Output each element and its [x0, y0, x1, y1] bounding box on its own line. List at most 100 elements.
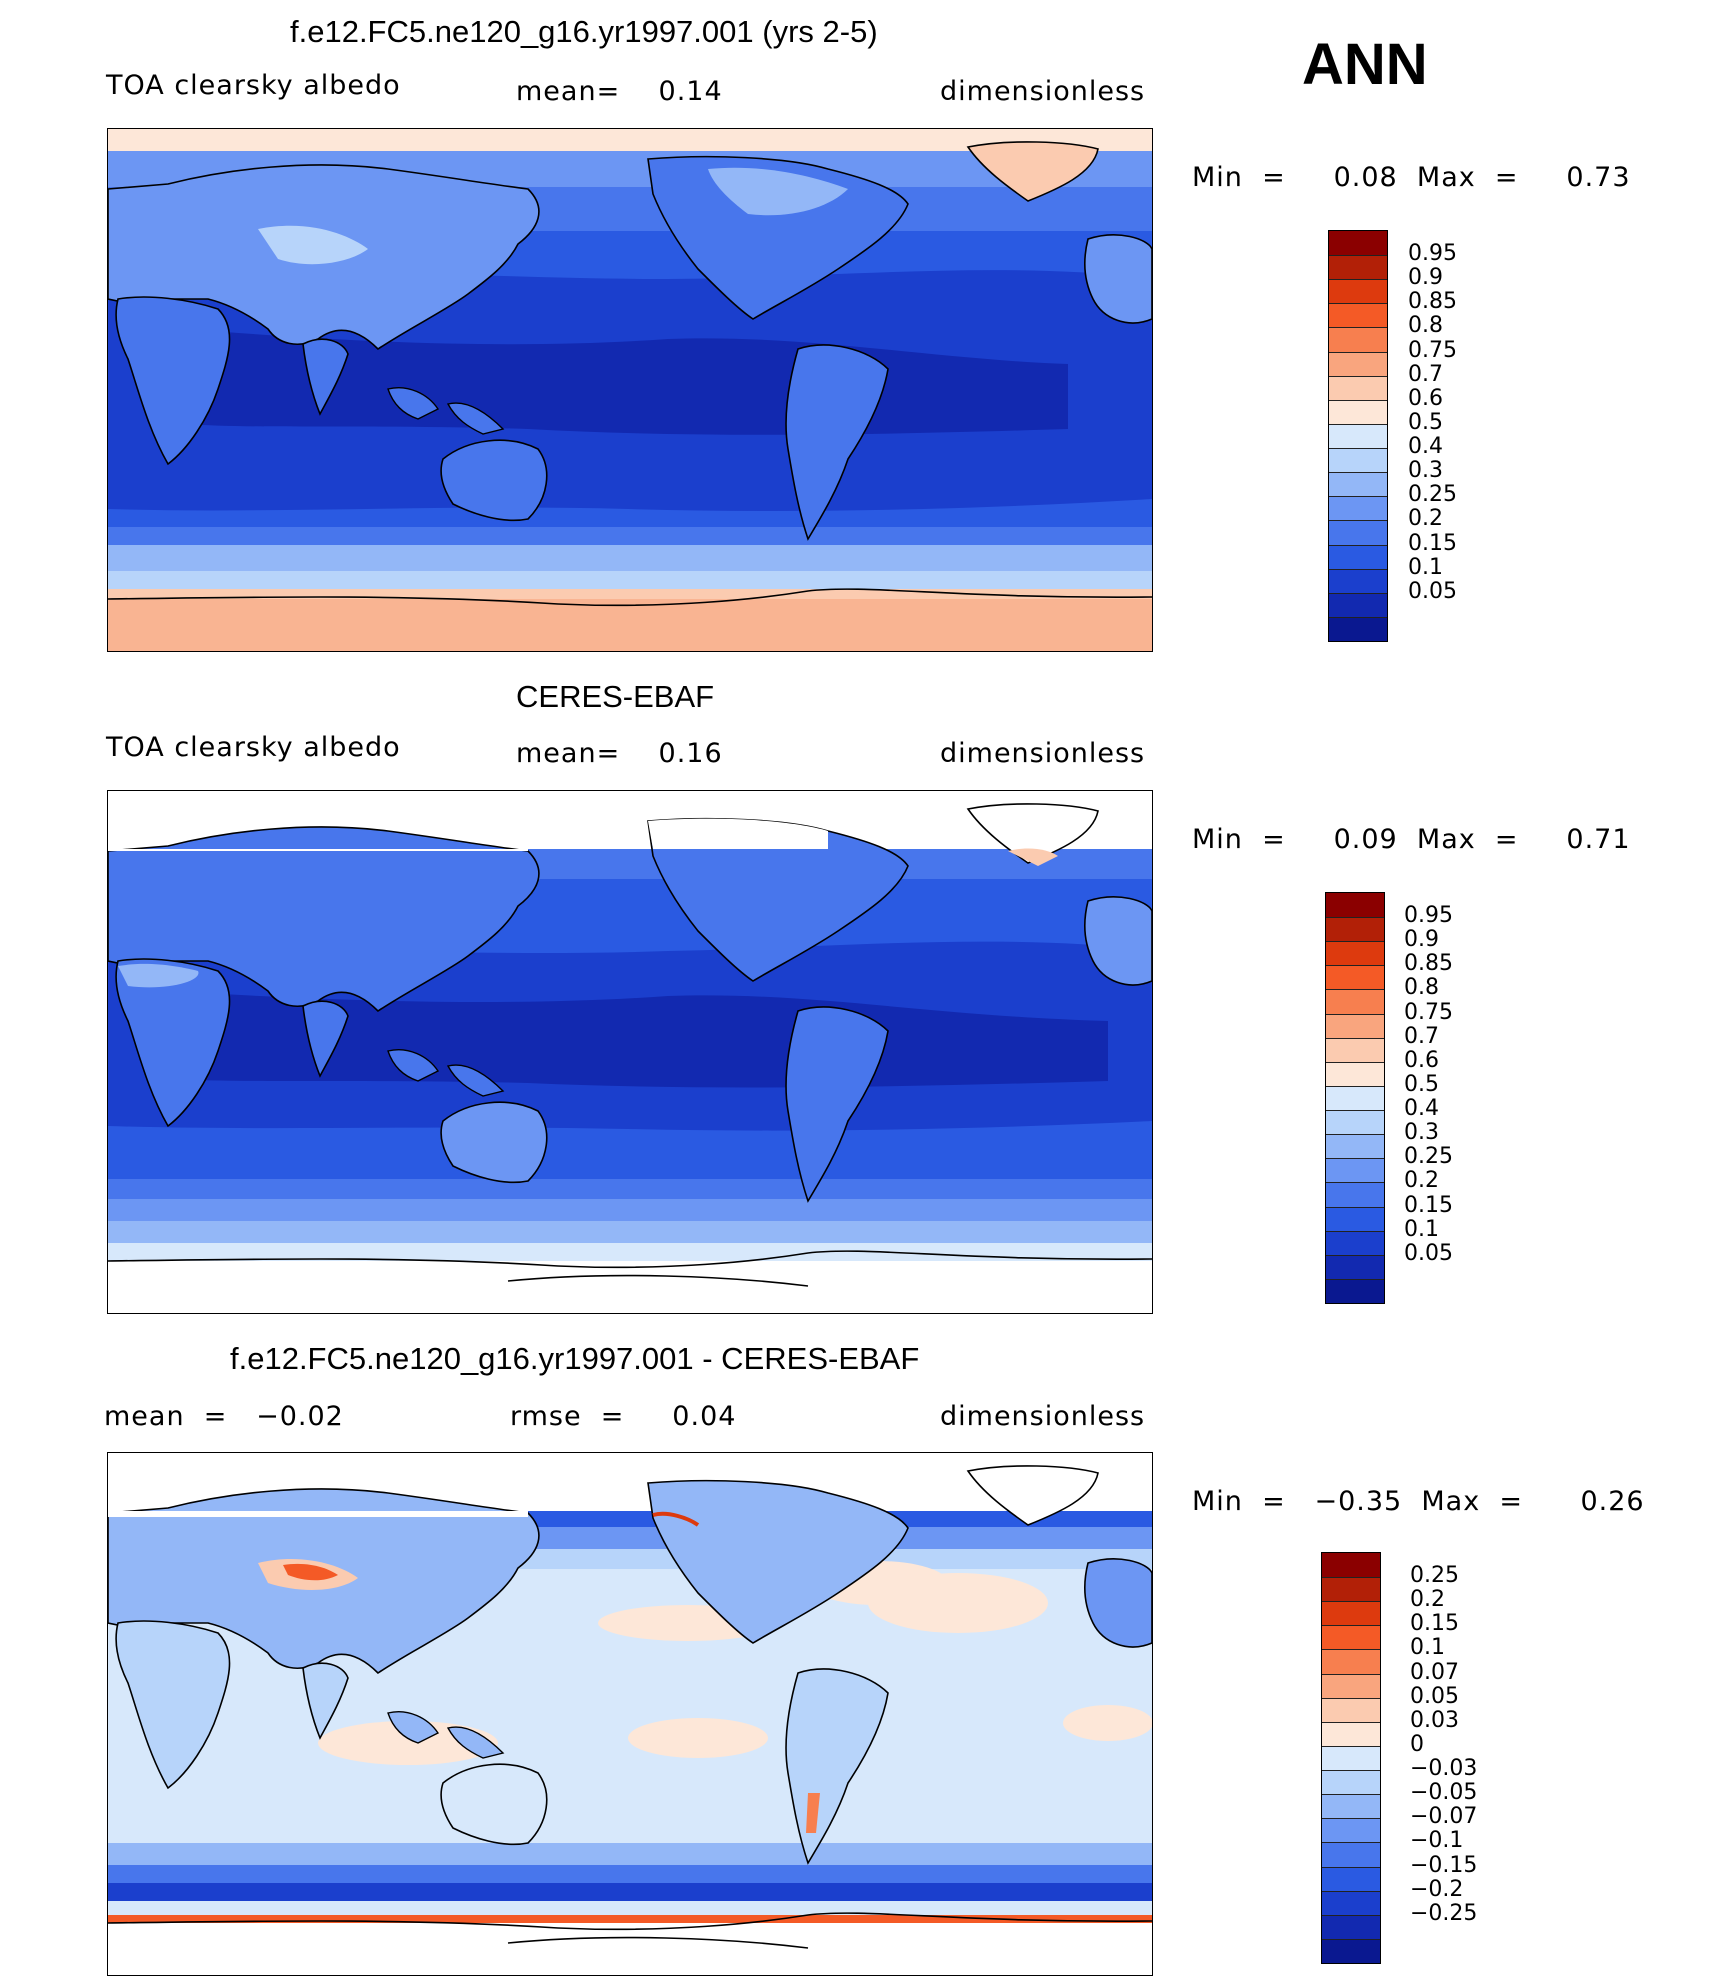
colorbar-swatch [1322, 1673, 1380, 1698]
colorbar-tick-label: −0.03 [1410, 1756, 1478, 1782]
panel1-minmax-label: Min = 0.08 Max = 0.73 [1192, 162, 1631, 193]
colorbar-swatch [1322, 1914, 1380, 1939]
colorbar-swatch [1326, 1182, 1384, 1207]
panel2-mean-label: mean= 0.16 [516, 738, 723, 769]
colorbar-swatch [1326, 1278, 1384, 1303]
panel3-colorbar [1321, 1552, 1381, 1964]
colorbar-swatch [1322, 1721, 1380, 1746]
colorbar-tick-label: −0.15 [1410, 1852, 1478, 1878]
colorbar-swatch [1322, 1697, 1380, 1722]
panel3-title: f.e12.FC5.ne120_g16.yr1997.001 - CERES-E… [230, 1341, 920, 1376]
colorbar-swatch [1326, 1230, 1384, 1255]
colorbar-swatch [1322, 1890, 1380, 1915]
colorbar-swatch [1326, 1085, 1384, 1111]
colorbar-tick-label: −0.05 [1410, 1780, 1478, 1806]
colorbar-swatch [1326, 1061, 1384, 1086]
colorbar-swatch [1322, 1625, 1380, 1650]
colorbar-tick-label: 0.7 [1408, 361, 1443, 387]
colorbar-tick-label: 0.05 [1404, 1240, 1453, 1266]
season-label: ANN [1302, 32, 1428, 97]
colorbar-swatch [1329, 351, 1387, 376]
colorbar-tick-label: −0.1 [1410, 1828, 1464, 1854]
colorbar-tick-label: 0.4 [1404, 1096, 1439, 1122]
colorbar-tick-label: 0.8 [1404, 975, 1439, 1001]
colorbar-tick-label: −0.2 [1410, 1876, 1464, 1902]
colorbar-swatch [1326, 989, 1384, 1014]
colorbar-swatch [1329, 231, 1387, 256]
colorbar-swatch [1326, 1134, 1384, 1159]
panel2-map [107, 790, 1153, 1314]
colorbar-swatch [1322, 1601, 1380, 1626]
panel1-title: f.e12.FC5.ne120_g16.yr1997.001 (yrs 2-5) [290, 14, 878, 49]
colorbar-swatch [1329, 423, 1387, 449]
colorbar-swatch [1329, 472, 1387, 497]
colorbar-tick-label: 0.6 [1408, 385, 1443, 411]
colorbar-tick-label: 0.25 [1404, 1144, 1453, 1170]
colorbar-swatch [1326, 1158, 1384, 1183]
colorbar-swatch [1322, 1649, 1380, 1674]
colorbar-swatch [1329, 520, 1387, 545]
panel2-title: CERES-EBAF [516, 679, 715, 714]
panel2-variable-label: TOA clearsky albedo [106, 732, 401, 763]
colorbar-tick-label: −0.07 [1410, 1804, 1478, 1830]
panel2-minmax-label: Min = 0.09 Max = 0.71 [1192, 824, 1631, 855]
colorbar-swatch [1329, 279, 1387, 304]
colorbar-tick-label: 0.3 [1408, 458, 1443, 484]
colorbar-swatch [1322, 1745, 1380, 1771]
colorbar-tick-label: 0.05 [1408, 578, 1457, 604]
colorbar-swatch [1322, 1866, 1380, 1891]
colorbar-swatch [1326, 1013, 1384, 1038]
colorbar-tick-label: 0.15 [1408, 530, 1457, 556]
colorbar-tick-label: 0.2 [1410, 1587, 1445, 1613]
panel2-colorbar [1325, 892, 1385, 1304]
colorbar-swatch [1322, 1842, 1380, 1867]
colorbar-swatch [1326, 1254, 1384, 1279]
colorbar-tick-label: 0.85 [1408, 289, 1457, 315]
colorbar-tick-label: 0.5 [1408, 409, 1443, 435]
panel1-variable-label: TOA clearsky albedo [106, 70, 401, 101]
panel3-map [107, 1452, 1153, 1976]
colorbar-tick-label: 0.3 [1404, 1120, 1439, 1146]
colorbar-tick-label: 0.9 [1408, 265, 1443, 291]
colorbar-tick-label: 0.4 [1408, 434, 1443, 460]
colorbar-tick-label: 0.15 [1410, 1611, 1459, 1637]
colorbar-swatch [1329, 303, 1387, 328]
colorbar-swatch [1326, 917, 1384, 942]
colorbar-tick-label: 0 [1410, 1731, 1424, 1757]
colorbar-swatch [1326, 965, 1384, 990]
panel1-units-label: dimensionless [940, 76, 1146, 107]
colorbar-tick-label: 0.85 [1404, 951, 1453, 977]
colorbar-tick-label: 0.6 [1404, 1047, 1439, 1073]
colorbar-tick-label: 0.9 [1404, 927, 1439, 953]
panel1-colorbar [1328, 230, 1388, 642]
colorbar-swatch [1322, 1794, 1380, 1819]
colorbar-swatch [1326, 1037, 1384, 1062]
colorbar-swatch [1326, 941, 1384, 966]
colorbar-swatch [1322, 1577, 1380, 1602]
panel3-minmax-label: Min = −0.35 Max = 0.26 [1192, 1486, 1645, 1517]
colorbar-tick-label: 0.03 [1410, 1707, 1459, 1733]
colorbar-tick-label: 0.7 [1404, 1023, 1439, 1049]
colorbar-swatch [1322, 1553, 1380, 1578]
colorbar-tick-label: 0.75 [1404, 999, 1453, 1025]
colorbar-tick-label: 0.25 [1408, 482, 1457, 508]
panel3-units-label: dimensionless [940, 1401, 1146, 1432]
colorbar-tick-label: 0.05 [1410, 1683, 1459, 1709]
colorbar-swatch [1322, 1770, 1380, 1795]
colorbar-swatch [1329, 327, 1387, 352]
panel1-map [107, 128, 1153, 652]
colorbar-swatch [1326, 1110, 1384, 1135]
colorbar-tick-label: 0.15 [1404, 1192, 1453, 1218]
panel3-mean-label: mean = −0.02 [104, 1401, 344, 1432]
colorbar-swatch [1329, 375, 1387, 400]
panel2-units-label: dimensionless [940, 738, 1146, 769]
colorbar-swatch [1329, 399, 1387, 424]
colorbar-swatch [1329, 448, 1387, 473]
colorbar-swatch [1322, 1938, 1380, 1963]
colorbar-tick-label: 0.1 [1410, 1635, 1445, 1661]
panel3-rmse-label: rmse = 0.04 [510, 1401, 737, 1432]
colorbar-tick-label: 0.5 [1404, 1071, 1439, 1097]
colorbar-tick-label: 0.8 [1408, 313, 1443, 339]
colorbar-swatch [1322, 1818, 1380, 1843]
